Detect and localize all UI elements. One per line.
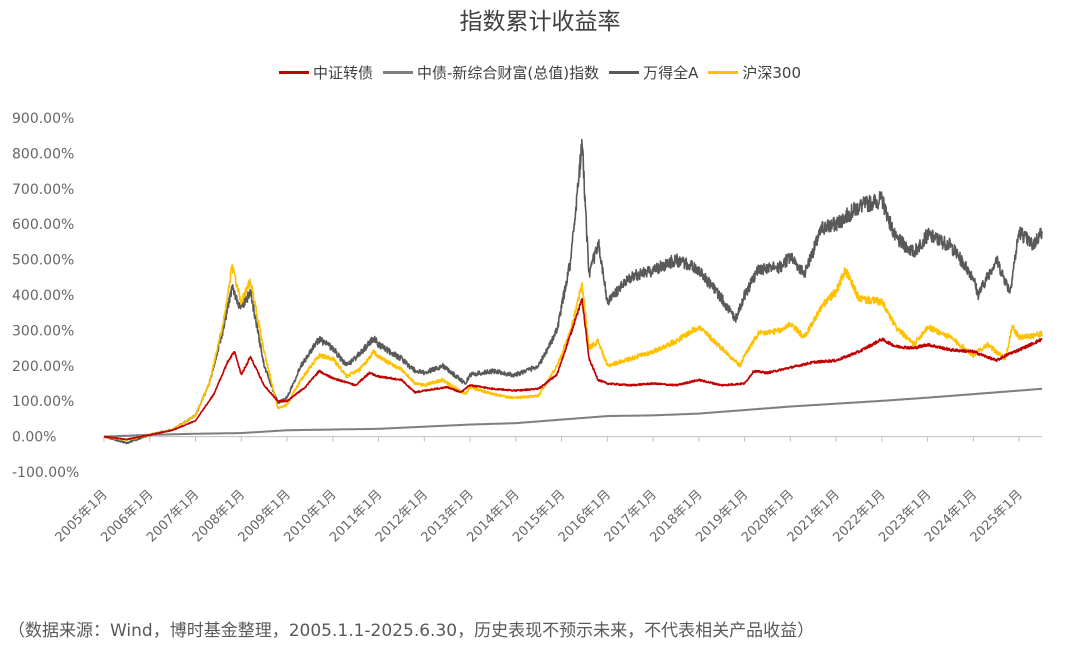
chart-plot: 900.00% 800.00% 700.00% 600.00% 500.00% 400.0… <box>12 111 1043 545</box>
chart-title: 指数累计收益率 <box>459 9 621 35</box>
y-tick-label: 0.00% <box>12 430 56 446</box>
y-axis: 900.00% 800.00% 700.00% 600.00% 500.00% 400.0… <box>12 111 79 481</box>
y-tick-label: 900.00% <box>12 111 74 127</box>
y-tick-label: 200.00% <box>12 359 74 375</box>
legend-label: 中债-新综合财富(总值)指数 <box>416 64 600 82</box>
source-note: （数据来源：Wind，博时基金整理，2005.1.1-2025.6.30，历史表… <box>8 621 815 641</box>
legend-label: 沪深300 <box>742 64 802 82</box>
legend-label: 中证转债 <box>312 64 373 82</box>
legend-swatch <box>278 71 309 74</box>
legend-item: 沪深300 <box>708 62 801 83</box>
chart-legend: 中证转债 中债-新综合财富(总值)指数 万得全A 沪深300 <box>0 62 1080 83</box>
y-tick-label: 300.00% <box>12 323 74 339</box>
series-line-3 <box>103 264 1043 442</box>
y-tick-label: -100.00% <box>12 465 79 481</box>
legend-item: 中证转债 <box>278 62 373 83</box>
series-lines <box>103 138 1043 445</box>
legend-swatch <box>609 71 640 74</box>
legend-item: 中债-新综合财富(总值)指数 <box>382 62 600 83</box>
y-tick-label: 100.00% <box>12 394 74 410</box>
y-tick-label: 700.00% <box>12 182 74 198</box>
series-line-1 <box>103 387 1043 438</box>
y-tick-label: 800.00% <box>12 146 74 162</box>
y-tick-label: 500.00% <box>12 253 74 269</box>
series-line-2 <box>103 138 1043 445</box>
legend-item: 万得全A <box>609 62 698 83</box>
legend-swatch <box>708 71 739 74</box>
series-line-0 <box>103 297 1043 441</box>
legend-label: 万得全A <box>643 64 699 82</box>
y-tick-label: 600.00% <box>12 217 74 233</box>
y-tick-label: 400.00% <box>12 288 74 304</box>
legend-swatch <box>382 71 413 74</box>
x-axis: 2005年1月2006年1月2007年1月2008年1月2009年1月2010年… <box>53 436 1042 545</box>
